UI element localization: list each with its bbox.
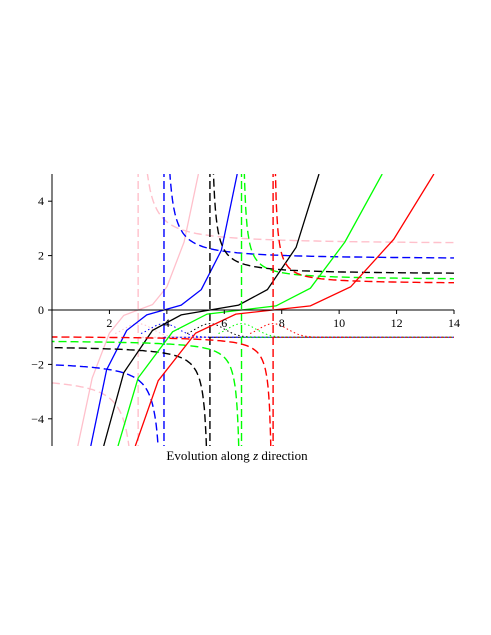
y-tick-label: 2: [38, 249, 44, 263]
x-axis-label: Evolution along z direction: [166, 448, 308, 463]
y-tick-label: 4: [38, 194, 44, 208]
series-5-upper-branch: [274, 174, 454, 284]
series-2-dotted-bump: [140, 323, 243, 338]
series-1-dotted-bump: [114, 323, 217, 338]
y-tick-label: −2: [31, 357, 44, 371]
series-3-upper-branch: [212, 174, 454, 274]
series-3-lower-branch: [52, 346, 208, 446]
x-tick-label: 12: [391, 316, 403, 330]
series-4-dotted-bump: [218, 323, 320, 338]
x-tick-label: 14: [448, 316, 460, 330]
y-tick-label: −4: [31, 412, 44, 426]
x-tick-label: 8: [279, 316, 285, 330]
axes: 2 4 6 8 10 12 14 −4 −2 0 2 4: [31, 174, 460, 446]
series-5-dotted-bump: [249, 323, 352, 338]
x-tick-label: 4: [164, 316, 170, 330]
series-1-lower-branch: [52, 382, 130, 446]
series-5-lower-branch: [52, 336, 272, 446]
series-4-lower-branch: [52, 340, 240, 446]
series-4-upper-branch: [243, 174, 454, 280]
x-tick-label: 2: [106, 316, 112, 330]
series-2-upper-branch: [169, 174, 454, 259]
series-1-upper-branch: [146, 174, 454, 244]
y-tick-label: 0: [38, 303, 44, 317]
x-tick-label: 6: [221, 316, 227, 330]
x-tick-label: 10: [333, 316, 345, 330]
series-2-lower-branch: [52, 364, 159, 446]
